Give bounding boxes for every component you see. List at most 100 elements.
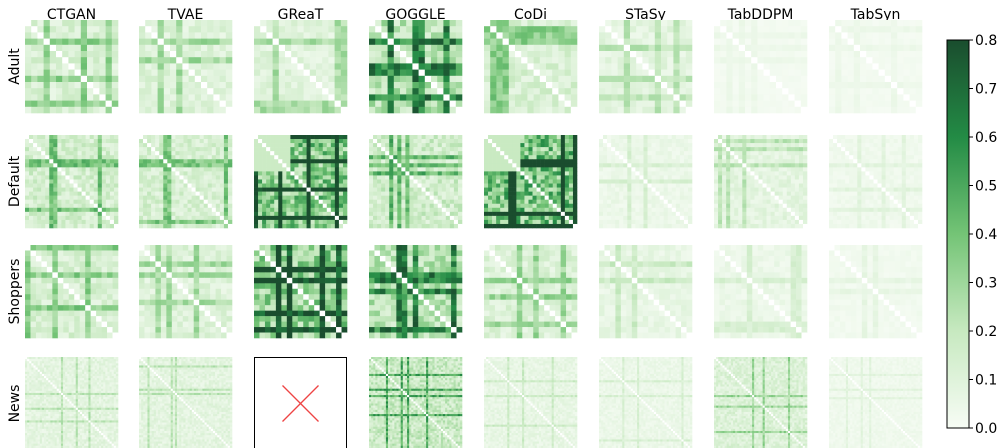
heatmap-cell: [512, 175, 516, 179]
heatmap-cell: [90, 208, 94, 212]
heatmap-cell: [102, 163, 106, 167]
heatmap-cell: [31, 82, 38, 89]
heatmap-cell: [599, 107, 606, 114]
heatmap-cell: [630, 94, 637, 101]
heatmap-cell: [673, 101, 680, 108]
heatmap-cell: [639, 175, 643, 179]
heatmap-cell: [82, 139, 86, 143]
heatmap-cell: [201, 20, 208, 27]
heatmap-cell: [770, 39, 777, 46]
heatmap-cell: [897, 76, 904, 83]
heatmap-cell: [442, 135, 446, 139]
heatmap-cell: [303, 143, 307, 147]
heatmap-cell: [331, 167, 335, 171]
heatmap-cell: [200, 208, 204, 212]
heatmap-cell: [541, 192, 545, 196]
heatmap-cell: [426, 171, 430, 175]
heatmap-cell: [764, 32, 771, 39]
heatmap-cell: [549, 139, 553, 143]
heatmap-cell: [335, 171, 339, 175]
heatmap-cell: [565, 200, 569, 204]
heatmap-cell: [516, 155, 520, 159]
heatmap-cell: [401, 179, 405, 183]
heatmap-cell: [369, 171, 373, 175]
heatmap-cell: [520, 135, 524, 139]
heatmap-cell: [216, 151, 220, 155]
heatmap-cell: [672, 139, 676, 143]
heatmap-cell: [619, 208, 623, 212]
heatmap-cell: [676, 175, 680, 179]
heatmap-cell: [220, 88, 227, 95]
heatmap-cell: [369, 139, 373, 143]
heatmap-cell: [664, 171, 668, 175]
heatmap-cell: [86, 220, 90, 224]
heatmap-cell: [565, 220, 569, 224]
heatmap-cell: [490, 88, 497, 95]
heatmap-cell: [442, 196, 446, 200]
heatmap-cell: [37, 135, 41, 139]
heatmap-cell: [53, 204, 57, 208]
heatmap-cell: [369, 63, 376, 70]
heatmap-cell: [854, 76, 861, 83]
heatmap-cell: [527, 57, 534, 64]
heatmap-cell: [93, 107, 100, 114]
heatmap-cell: [866, 45, 873, 52]
heatmap-cell: [65, 179, 69, 183]
heatmap-cell: [500, 192, 504, 196]
heatmap-cell: [385, 175, 389, 179]
heatmap-cell: [87, 76, 94, 83]
heatmap-cell: [188, 175, 192, 179]
heatmap-cell: [615, 196, 619, 200]
heatmap-cell: [114, 204, 118, 208]
heatmap-cell: [385, 204, 389, 208]
heatmap-cell: [872, 94, 879, 101]
heatmap-cell: [848, 94, 855, 101]
heatmap-cell: [394, 26, 401, 33]
heatmap-cell: [311, 163, 315, 167]
heatmap-cell: [484, 184, 488, 188]
heatmap-cell: [454, 200, 458, 204]
heatmap-cell: [377, 175, 381, 179]
heatmap-cell: [537, 171, 541, 175]
heatmap-cell: [33, 184, 37, 188]
heatmap-cell: [504, 220, 508, 224]
heatmap-cell: [291, 82, 298, 89]
heatmap-cell: [623, 184, 627, 188]
heatmap-cell: [553, 208, 557, 212]
heatmap-cell: [413, 151, 417, 155]
heatmap-cell: [297, 45, 304, 52]
heatmap-cell: [298, 163, 302, 167]
heatmap-cell: [25, 26, 32, 33]
heatmap-cell: [401, 196, 405, 200]
heatmap-cell: [764, 82, 771, 89]
heatmap-cell: [648, 147, 652, 151]
heatmap-cell: [639, 212, 643, 216]
heatmap-cell: [139, 135, 143, 139]
heatmap-cell: [841, 88, 848, 95]
heatmap-cell: [684, 163, 688, 167]
heatmap-cell: [385, 224, 389, 228]
heatmap-cell: [69, 200, 73, 204]
heatmap-cell: [343, 143, 347, 147]
heatmap-cell: [298, 204, 302, 208]
heatmap-cell: [618, 70, 625, 77]
heatmap-cell: [897, 39, 904, 46]
heatmap-cell: [652, 196, 656, 200]
heatmap-cell: [490, 107, 497, 114]
heatmap-cell: [515, 51, 522, 58]
heatmap-cell: [611, 101, 618, 108]
heatmap-cell: [508, 192, 512, 196]
heatmap-cell: [81, 76, 88, 83]
heatmap-cell: [409, 163, 413, 167]
heatmap-cell: [509, 70, 516, 77]
heatmap-cell: [866, 82, 873, 89]
heatmap-cell: [639, 159, 643, 163]
heatmap-cell: [879, 39, 886, 46]
heatmap-cell: [430, 135, 434, 139]
heatmap-cell: [25, 57, 32, 64]
heatmap-cell: [673, 63, 680, 70]
heatmap-cell: [549, 175, 553, 179]
heatmap-cell: [319, 151, 323, 155]
heatmap-cell: [599, 20, 606, 27]
heatmap-cell: [676, 200, 680, 204]
